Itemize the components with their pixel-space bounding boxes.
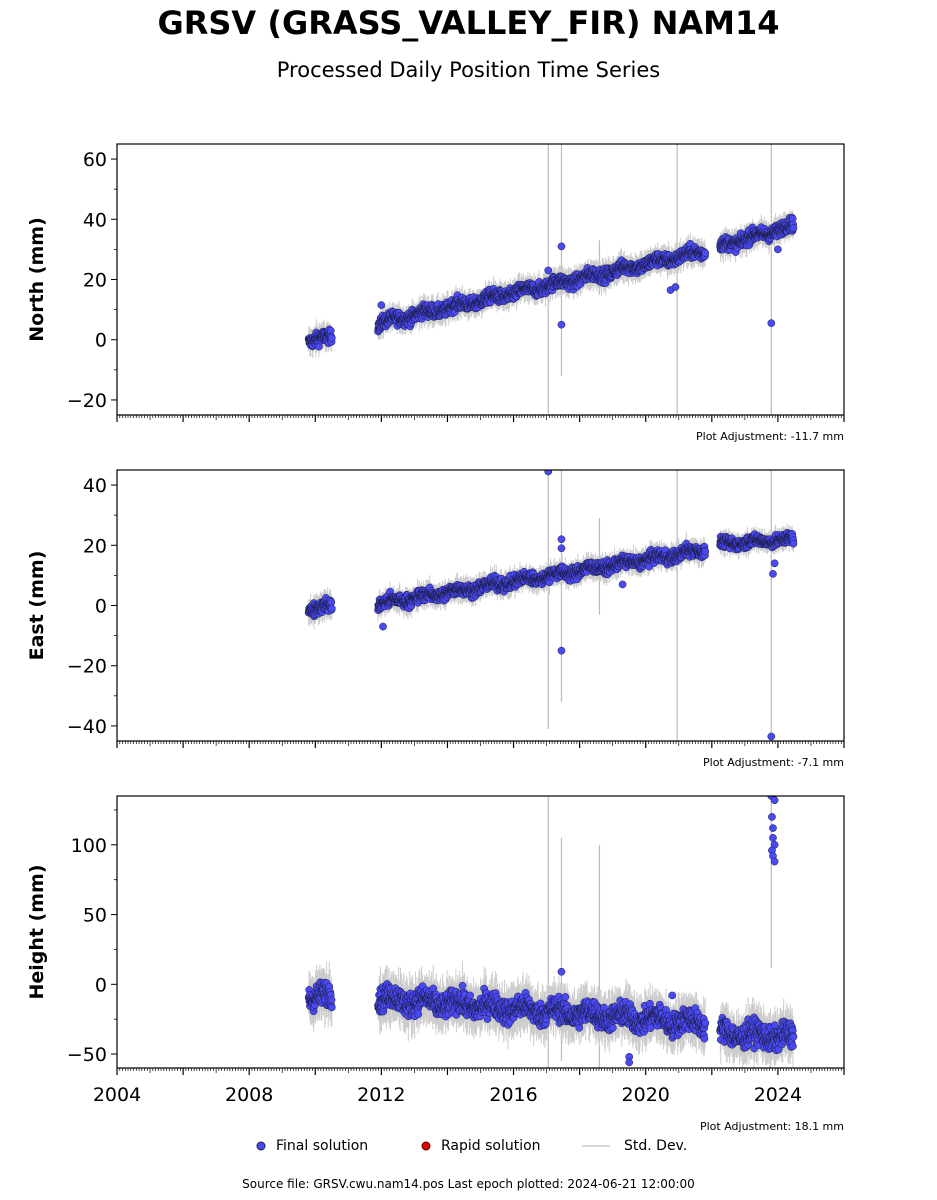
outlier-point [774,245,782,254]
outlier-point [377,301,386,309]
y-tick-label: 20 [83,270,107,292]
outlier-point [557,320,566,329]
y-tick-label: 0 [95,330,107,352]
outlier-point [767,319,776,328]
plot-adjustment-note: Plot Adjustment: -11.7 mm [696,430,844,443]
y-tick-label: 60 [83,149,107,171]
data-point [701,249,710,257]
panel-north: −20 0 20 40 60 North (mm) Plot Adjustment: -11… [26,143,845,443]
y-tick-label: 40 [83,209,107,231]
page-title: GRSV (GRASS_VALLEY_FIR) NAM14 [157,4,780,42]
outlier-point [671,283,680,291]
outlier-point [557,242,566,251]
y-axis-label: North (mm) [26,217,48,342]
y-tick-label: −20 [67,390,107,412]
plot-area [304,470,798,741]
plot-frame [116,143,845,416]
data-point [327,334,336,342]
data-point [789,224,798,232]
page-subtitle: Processed Daily Position Time Series [276,58,661,82]
outlier-point [544,266,553,275]
plot-area [304,144,798,415]
